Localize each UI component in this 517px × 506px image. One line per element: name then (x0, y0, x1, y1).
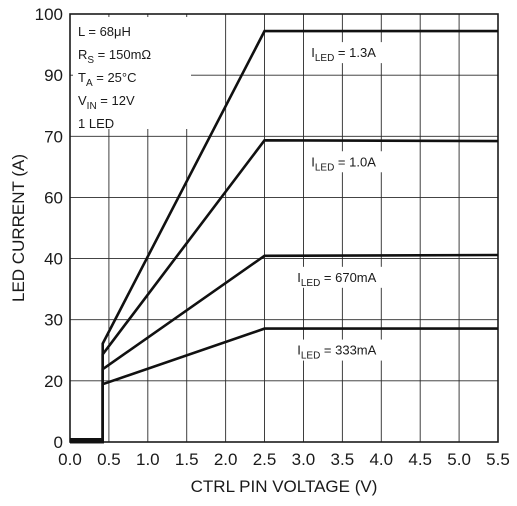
condition-line: RS = 150mΩ (78, 47, 151, 66)
x-axis-title: CTRL PIN VOLTAGE (V) (191, 477, 378, 496)
conditions-bg (73, 17, 191, 129)
series-label-2: ILED = 1.0A (311, 154, 376, 173)
y-tick-label: 20 (44, 372, 63, 391)
y-tick-label: 60 (44, 188, 63, 207)
x-tick-label: 5.0 (447, 450, 471, 469)
x-tick-label: 3.0 (292, 450, 316, 469)
x-tick-label: 2.0 (214, 450, 238, 469)
y-tick-label: 100 (35, 5, 63, 24)
series-labels: ILED = 1.3A ILED = 1.0A ILED = 670mA ILED =… (293, 42, 400, 362)
series-line-2 (70, 138, 499, 444)
x-tick-label: 4.5 (408, 450, 432, 469)
x-tick-label: 1.0 (136, 450, 160, 469)
y-tick-label: 0 (54, 433, 63, 452)
condition-line: VIN = 12V (78, 93, 135, 112)
y-axis-title: LED CURRENT (A) (9, 154, 28, 302)
series-label-1: ILED = 1.3A (311, 45, 376, 64)
plot-frame (69, 13, 499, 443)
y-tick-label: 30 (44, 311, 63, 330)
x-tick-label: 4.0 (369, 450, 393, 469)
x-tick-label: 0.5 (97, 450, 121, 469)
condition-line: 1 LED (78, 116, 114, 131)
axis-ticks: 0.0 0.5 1.0 1.5 2.0 2.5 3.0 3.5 4.0 4.5 5.0 5.5 0 20 3… (35, 5, 510, 469)
y-tick-label: 90 (44, 66, 63, 85)
x-tick-label: 1.5 (175, 450, 199, 469)
series-label-3: ILED = 670mA (297, 270, 376, 289)
condition-line: L = 68μH (78, 24, 131, 39)
x-tick-label: 5.5 (486, 450, 510, 469)
series-lines (70, 29, 499, 444)
series-label-4: ILED = 333mA (297, 343, 376, 362)
x-tick-label: 2.5 (253, 450, 277, 469)
x-tick-label: 0.0 (58, 450, 82, 469)
series-label-bg (307, 42, 400, 64)
series-label-bg (307, 151, 400, 173)
series-label-bg (293, 339, 386, 361)
condition-line: TA = 25°C (78, 70, 137, 89)
y-tick-label: 40 (44, 250, 63, 269)
conditions-box: L = 68μH RS = 150mΩ TA = 25°C VIN = 12V 1 LE… (73, 17, 191, 131)
y-tick-label: 70 (44, 127, 63, 146)
x-tick-label: 3.5 (331, 450, 355, 469)
series-label-bg (293, 266, 386, 288)
